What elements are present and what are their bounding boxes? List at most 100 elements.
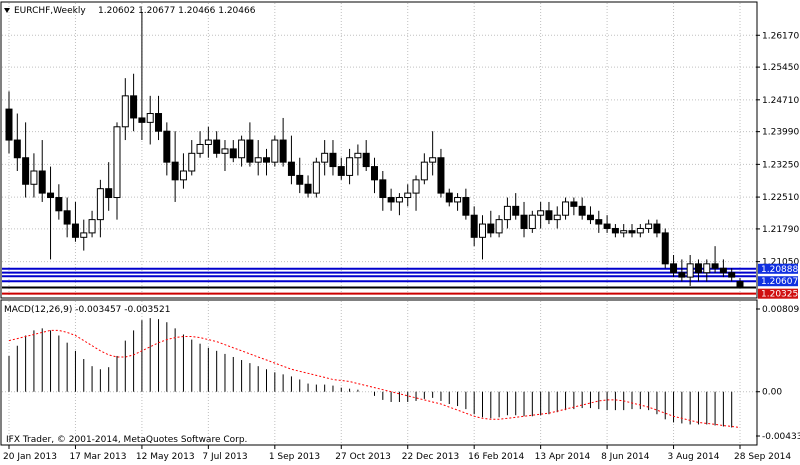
candle-bear	[71, 223, 79, 238]
candle-bear	[387, 197, 395, 203]
level-price-tags: 1.20888 1.20607 1.20325	[758, 263, 798, 300]
macd-pane-frame	[0, 299, 758, 446]
candle-bull	[686, 263, 694, 278]
candle-bear	[22, 157, 30, 185]
candle-bear	[105, 188, 113, 199]
macd-histogram	[8, 318, 733, 428]
time-tick-label: 22 Dec 2013	[402, 452, 460, 462]
candle-bear	[611, 227, 619, 234]
candle-bull	[562, 201, 570, 216]
candle-bear	[47, 192, 55, 199]
candle-bear	[462, 197, 470, 216]
macd-signal-line	[8, 329, 741, 428]
price-tick-label: 1.23990	[762, 128, 799, 138]
candle-bear	[545, 210, 553, 221]
candle-bear	[379, 179, 387, 199]
candle-bear	[520, 214, 528, 229]
candle-bear	[653, 223, 661, 234]
candle-bear	[470, 214, 478, 238]
candlestick-series	[5, 11, 744, 288]
candle-bull	[96, 188, 104, 221]
candle-bull	[196, 143, 204, 154]
price-tick-label: 1.25450	[762, 63, 799, 73]
price-axis: 1.26170 1.25450 1.24710 1.23990 1.23250 1.225…	[756, 31, 799, 268]
candle-bear	[586, 214, 594, 221]
candle-bull	[412, 179, 420, 194]
candle-bear	[171, 161, 179, 181]
level-price-tag	[758, 276, 798, 287]
level-price-tag-label: 1.20325	[761, 290, 798, 300]
candle-bull	[254, 157, 262, 163]
level-price-tag	[758, 288, 798, 299]
candle-bear	[512, 205, 520, 216]
candle-bull	[346, 157, 354, 176]
candle-bull	[80, 232, 88, 238]
price-tick-label: 1.22510	[762, 193, 799, 203]
time-tick-label: 8 Jun 2014	[601, 452, 650, 462]
candle-bear	[213, 139, 221, 154]
candle-bear	[5, 108, 13, 141]
time-tick-label: 7 Jul 2013	[202, 452, 247, 462]
candle-bull	[404, 192, 412, 199]
candle-bear	[711, 263, 719, 269]
candle-bull	[553, 214, 561, 221]
candle-bear	[595, 219, 603, 225]
time-tick-label: 12 May 2013	[136, 452, 195, 462]
candle-bull	[271, 139, 279, 163]
candle-bear	[304, 183, 312, 194]
candle-bear	[694, 263, 702, 274]
price-tick-label: 1.24710	[762, 96, 799, 106]
candle-bull	[528, 214, 536, 229]
candle-bull	[204, 139, 212, 145]
macd-tick-label: 0.008093	[762, 305, 800, 315]
price-tick-label: 1.21790	[762, 225, 799, 235]
macd-tick-label: 0.00	[762, 388, 782, 398]
price-tick-label: 1.21050	[762, 258, 799, 268]
candle-bear	[13, 139, 21, 159]
candle-bull	[179, 170, 187, 181]
candle-bull	[146, 113, 154, 123]
candle-bull	[636, 227, 644, 234]
candle-bear	[603, 223, 611, 229]
candle-bull	[454, 197, 462, 203]
candle-bull	[354, 152, 362, 159]
collapse-triangle-icon[interactable]	[4, 8, 10, 13]
candle-bear	[670, 263, 678, 274]
candle-bull	[420, 161, 428, 181]
candle-bear	[155, 113, 163, 132]
candle-bull	[238, 139, 246, 159]
symbol-title: EURCHF,Weekly	[14, 6, 86, 16]
candle-bear	[371, 166, 378, 181]
candle-bear	[246, 139, 254, 163]
time-axis: 20 Jan 2013 17 Mar 2013 12 May 2013 7 Jul 2…	[3, 445, 791, 462]
candle-bear	[437, 157, 445, 194]
candle-bear	[487, 223, 495, 234]
candle-bear	[63, 210, 71, 225]
candle-bull	[221, 148, 229, 154]
candle-bear	[38, 170, 46, 194]
time-tick-label: 13 Apr 2014	[535, 452, 591, 462]
level-price-tag	[758, 263, 798, 274]
candle-bull	[645, 223, 653, 229]
candle-bear	[578, 205, 586, 216]
macd-tick-label: -0.00433	[762, 432, 800, 442]
candle-bear	[362, 152, 370, 168]
candle-bull	[321, 152, 329, 163]
candle-bull	[429, 157, 437, 163]
price-tick-label: 1.23250	[762, 160, 799, 170]
macd-axis: 0.008093 0.00 -0.00433	[756, 305, 800, 442]
candle-bear	[570, 201, 578, 207]
time-tick-label: 27 Oct 2013	[335, 452, 391, 462]
candle-bear	[296, 174, 304, 185]
time-tick-label: 3 Aug 2014	[668, 452, 720, 462]
candle-bull	[620, 230, 628, 234]
time-tick-label: 28 Sep 2014	[734, 452, 791, 462]
candle-bull	[312, 161, 320, 194]
candle-bull	[478, 223, 486, 238]
candle-bear	[163, 130, 171, 163]
horizontal-levels[interactable]	[2, 267, 756, 295]
candle-bear	[628, 230, 636, 234]
candle-bull	[113, 126, 121, 199]
